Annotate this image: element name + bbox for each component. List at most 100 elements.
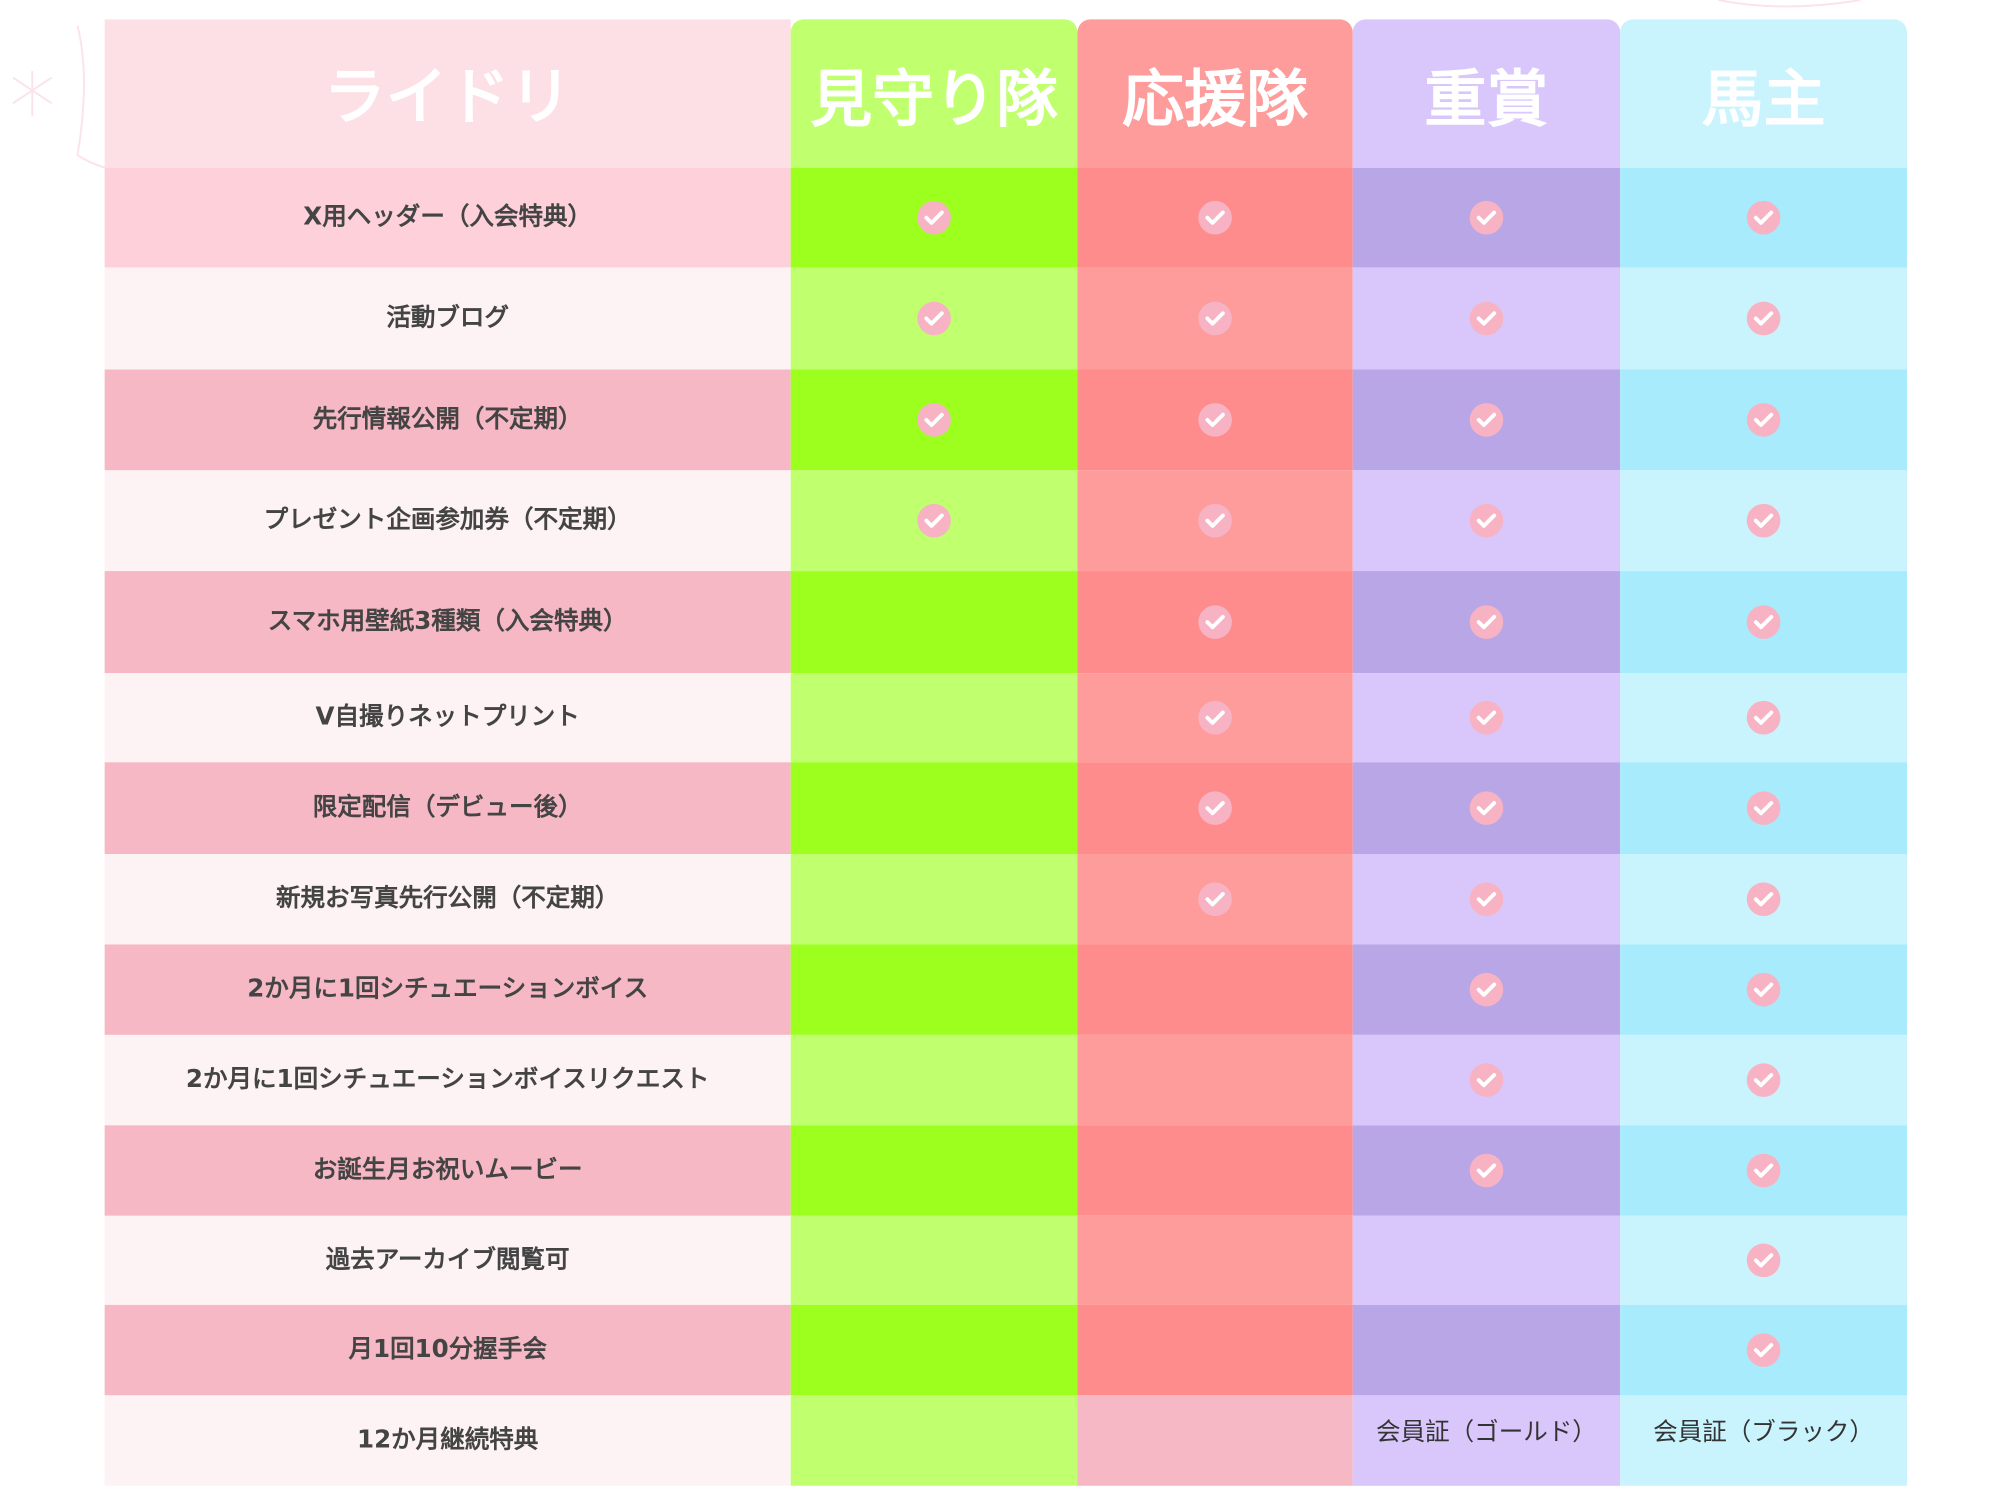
feature-label: 過去アーカイブ閲覧可 <box>326 1244 570 1273</box>
check-icon <box>1469 1153 1504 1188</box>
check-icon <box>1198 403 1232 437</box>
header-cell <box>104 19 791 168</box>
check-mark <box>1753 710 1774 725</box>
check-mark <box>1753 982 1774 997</box>
check-icon <box>1746 503 1781 538</box>
check-icon <box>917 200 951 235</box>
check-mark <box>1476 1163 1497 1178</box>
check-icon <box>917 503 951 538</box>
header-cell <box>1620 19 1907 181</box>
check-icon <box>1469 403 1504 437</box>
check-mark <box>1753 892 1774 907</box>
cell-bg <box>790 1304 1078 1396</box>
cell-bg <box>790 673 1078 763</box>
check-icon <box>917 301 951 336</box>
check-mark <box>1476 614 1497 630</box>
check-mark <box>1753 1343 1774 1358</box>
feature-label: 活動ブログ <box>386 302 509 331</box>
row-label-bg <box>104 1395 791 1486</box>
check-mark <box>924 210 944 225</box>
check-mark <box>924 412 944 428</box>
feature-label: 12か月継続特典 <box>357 1425 538 1454</box>
check-icon <box>1469 700 1504 735</box>
check-icon <box>1746 700 1781 735</box>
feature-label: 2か月に1回シチュエーションボイスリクエスト <box>186 1064 710 1093</box>
check-mark <box>1205 210 1225 225</box>
cell-text: 会員証（ブラック） <box>1653 1417 1874 1446</box>
cell-bg <box>1077 944 1353 1035</box>
feature-label: お誕生月お祝いムービー <box>313 1155 583 1184</box>
row-label-bg <box>104 267 791 370</box>
check-mark <box>1753 801 1774 816</box>
check-mark <box>924 311 944 326</box>
header-title: ライドリ <box>324 60 572 133</box>
check-mark <box>924 513 944 528</box>
row-label-bg <box>104 1304 791 1396</box>
feature-label: V自撮りネットプリント <box>316 702 580 731</box>
check-icon <box>1469 301 1504 336</box>
check-icon <box>1746 605 1781 639</box>
feature-label: 2か月に1回シチュエーションボイス <box>247 974 648 1003</box>
row-label-bg <box>104 1125 791 1216</box>
check-icon <box>1746 1333 1781 1367</box>
check-icon <box>1198 605 1232 639</box>
header-cell <box>1077 19 1353 181</box>
cell-bg <box>1620 1395 1907 1486</box>
feature-label: 新規お写真先行公開（不定期） <box>276 883 619 912</box>
check-icon <box>1469 1063 1504 1097</box>
row-label-bg <box>104 1034 791 1126</box>
check-mark <box>1753 1253 1774 1268</box>
tier-name: 応援隊 <box>1122 62 1308 135</box>
feature-label: 先行情報公開（不定期） <box>313 404 583 433</box>
row-label-bg <box>104 673 791 763</box>
header-cell <box>1352 19 1621 181</box>
cell-bg <box>1352 1395 1621 1486</box>
check-mark <box>1476 210 1497 225</box>
check-icon <box>1469 882 1504 917</box>
row-label-bg <box>104 571 791 674</box>
row-label-bg <box>104 762 791 855</box>
check-icon <box>1746 972 1781 1007</box>
check-icon <box>1469 200 1504 235</box>
feature-label: 月1回10分握手会 <box>347 1334 547 1363</box>
check-icon <box>1198 882 1232 917</box>
check-icon <box>1469 503 1504 538</box>
check-icon <box>1746 1153 1781 1188</box>
check-mark <box>1476 892 1497 907</box>
check-icon <box>1198 301 1232 336</box>
check-icon <box>1469 972 1504 1007</box>
check-mark <box>1205 513 1225 528</box>
tier-name: 見守り隊 <box>810 62 1058 135</box>
cell-bg <box>1077 1395 1353 1486</box>
check-mark <box>1205 710 1225 725</box>
check-mark <box>1476 982 1497 997</box>
row-label-bg <box>104 167 791 268</box>
check-icon <box>1198 791 1232 825</box>
feature-label: X用ヘッダー（入会特典） <box>303 202 592 231</box>
header-cell <box>790 19 1078 181</box>
check-mark <box>1753 1072 1774 1088</box>
check-icon <box>1746 791 1781 825</box>
check-icon <box>1746 301 1781 336</box>
cell-bg <box>1077 1304 1353 1396</box>
check-mark <box>1205 892 1225 907</box>
check-icon <box>1469 605 1504 639</box>
check-icon <box>1198 503 1232 538</box>
row-label-bg <box>104 1215 791 1305</box>
check-mark <box>1476 311 1497 326</box>
cell-text: 会員証（ゴールド） <box>1376 1417 1597 1446</box>
check-mark <box>1476 412 1497 428</box>
row-label-bg <box>104 944 791 1035</box>
check-icon <box>1746 403 1781 437</box>
check-icon <box>1469 791 1504 825</box>
check-mark <box>1476 710 1497 725</box>
check-mark <box>1753 1163 1774 1178</box>
check-mark <box>1476 513 1497 528</box>
row-label-bg <box>104 470 791 572</box>
cell-bg <box>790 944 1078 1035</box>
check-mark <box>1205 801 1225 816</box>
cell-bg <box>790 854 1078 945</box>
check-icon <box>1746 1063 1781 1097</box>
cell-bg <box>790 571 1078 674</box>
